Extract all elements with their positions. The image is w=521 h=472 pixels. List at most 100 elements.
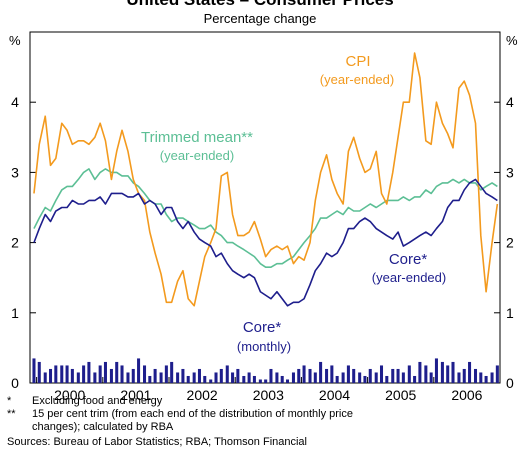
series-line [33, 178, 498, 307]
monthly-bar [176, 372, 180, 383]
monthly-bar [252, 375, 256, 383]
monthly-bar [462, 368, 466, 383]
monthly-bar [70, 368, 74, 383]
monthly-bar [280, 375, 284, 383]
monthly-bar [242, 375, 246, 383]
monthly-bar [319, 361, 323, 383]
monthly-bar [346, 365, 350, 383]
monthly-bar [186, 375, 190, 383]
monthly-bar [219, 368, 223, 383]
monthly-bar [308, 368, 312, 383]
chart-title: United States – Consumer Prices [126, 0, 393, 9]
monthly-bar [313, 372, 317, 383]
monthly-bar [368, 368, 372, 383]
series-label-note: (year-ended) [320, 72, 394, 87]
monthly-bar [103, 361, 107, 383]
series-label-note: (year-ended) [160, 148, 234, 163]
monthly-bar [197, 368, 201, 383]
monthly-bar [285, 379, 290, 383]
monthly-bar [264, 379, 268, 383]
monthly-bar [291, 372, 295, 383]
series-label-note: (year-ended) [372, 270, 446, 285]
series-label: Core* [389, 251, 428, 268]
monthly-bar [258, 379, 262, 383]
monthly-bar [109, 368, 113, 383]
monthly-bar [297, 368, 301, 383]
monthly-bar [231, 372, 235, 383]
monthly-bar [352, 368, 356, 383]
monthly-bar [93, 372, 97, 383]
x-tick-label: 2005 [385, 387, 416, 403]
monthly-bar [275, 372, 279, 383]
monthly-bar [434, 358, 438, 383]
monthly-bar [209, 379, 213, 383]
monthly-bar [490, 372, 494, 383]
x-tick-label: 2006 [451, 387, 482, 403]
monthly-bar [60, 365, 64, 383]
monthly-bar [391, 368, 395, 383]
monthly-bar [143, 365, 147, 383]
monthly-bar [170, 361, 174, 383]
monthly-bar [43, 372, 47, 383]
footnote-text: 15 per cent trim (from each end of the d… [32, 408, 353, 420]
x-tick-label: 2002 [187, 387, 218, 403]
monthly-bar [181, 368, 185, 383]
source: Sources: Bureau of Labor Statistics; RBA… [7, 436, 307, 448]
monthly-bar [159, 372, 163, 383]
y-tick-label: 3 [11, 164, 19, 180]
monthly-bar [192, 372, 196, 383]
x-tick-label: 2001 [120, 387, 151, 403]
monthly-bar [37, 361, 41, 383]
y2-unit: % [506, 33, 518, 48]
series-line [33, 52, 499, 307]
monthly-bar [214, 372, 218, 383]
monthly-bar [418, 361, 422, 383]
monthly-bar [126, 372, 130, 383]
monthly-bar [379, 365, 384, 383]
monthly-bar [429, 372, 433, 383]
monthly-bar [468, 361, 472, 383]
monthly-bar [115, 361, 119, 383]
monthly-bar [137, 358, 141, 383]
monthly-bar [424, 365, 428, 383]
monthly-bar [82, 365, 86, 383]
y-tick-label: 2 [11, 235, 19, 251]
y2-tick-label: 4 [506, 94, 514, 110]
monthly-bar [302, 365, 306, 383]
monthly-bar [148, 375, 152, 383]
monthly-bar [335, 375, 339, 383]
monthly-bar [413, 375, 417, 383]
monthly-bar [401, 372, 405, 383]
y2-tick-label: 3 [506, 164, 514, 180]
monthly-bar [457, 372, 461, 383]
monthly-bar [131, 368, 135, 383]
monthly-bar [164, 365, 168, 383]
monthly-bar [479, 372, 483, 383]
monthly-bar [446, 365, 450, 383]
monthly-bar [363, 375, 367, 383]
monthly-bar [385, 375, 389, 383]
chart-subtitle: Percentage change [204, 11, 317, 26]
footnote-text: Excluding food and energy [32, 395, 163, 407]
monthly-bar [49, 368, 53, 383]
y-unit: % [9, 33, 21, 48]
monthly-bar [484, 375, 488, 383]
y-tick-label: 4 [11, 94, 19, 110]
monthly-bar [374, 372, 378, 383]
y-tick-label: 0 [11, 375, 19, 391]
series-label-note: (monthly) [237, 339, 291, 354]
monthly-bar [32, 358, 36, 383]
monthly-bar [451, 361, 455, 383]
series-label: Trimmed mean** [141, 129, 253, 146]
monthly-bar [236, 368, 240, 383]
monthly-bar [87, 361, 91, 383]
monthly-bar [473, 368, 478, 383]
monthly-bar [341, 372, 345, 383]
series-line [33, 168, 498, 268]
monthly-bar [65, 365, 69, 383]
footnote-mark: * [7, 395, 12, 407]
monthly-bar [98, 365, 102, 383]
x-tick-label: 2003 [253, 387, 284, 403]
x-tick-label: 2004 [319, 387, 350, 403]
